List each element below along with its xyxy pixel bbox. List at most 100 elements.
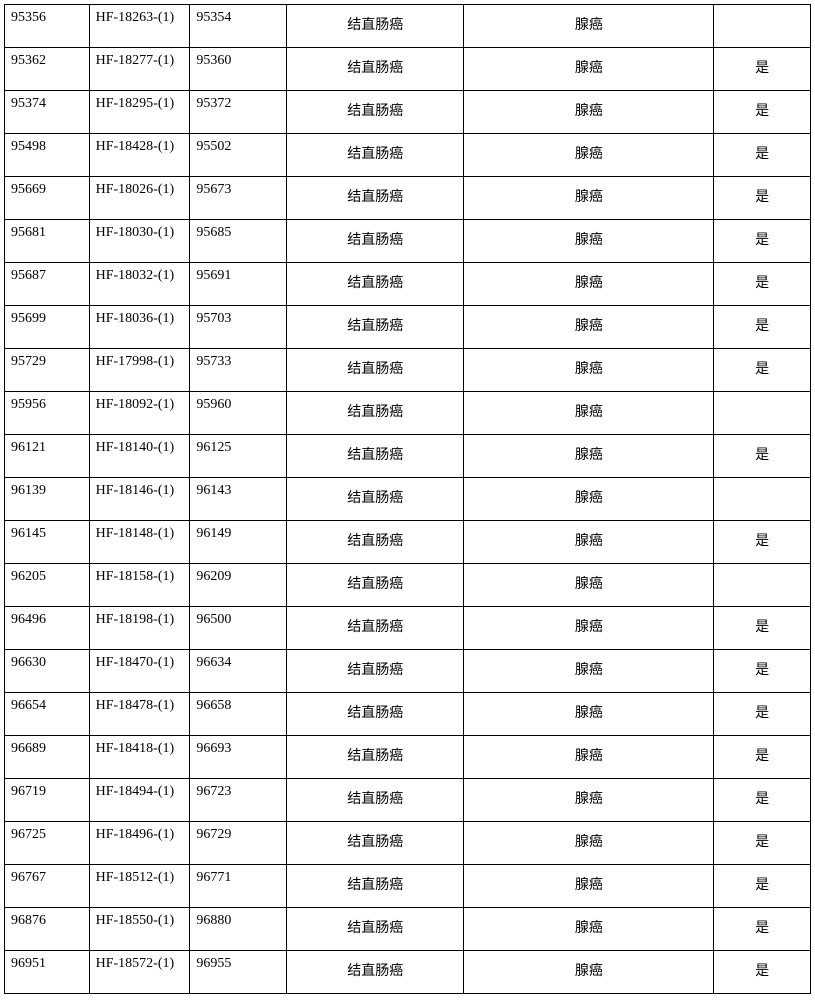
cell-type1: 结直肠癌	[287, 306, 464, 349]
cell-code: HF-18494-(1)	[89, 779, 190, 822]
table-row: 96689HF-18418-(1)96693结直肠癌腺癌是	[5, 736, 811, 779]
cell-type1: 结直肠癌	[287, 5, 464, 48]
cell-id1: 95687	[5, 263, 90, 306]
cell-flag	[714, 392, 811, 435]
cell-id2: 96955	[190, 951, 287, 994]
cell-id2: 95372	[190, 91, 287, 134]
cell-type2: 腺癌	[464, 951, 714, 994]
cell-type2: 腺癌	[464, 349, 714, 392]
cell-type2: 腺癌	[464, 177, 714, 220]
cell-id1: 96654	[5, 693, 90, 736]
cell-code: HF-18026-(1)	[89, 177, 190, 220]
cell-code: HF-18148-(1)	[89, 521, 190, 564]
cell-type2: 腺癌	[464, 650, 714, 693]
cell-flag: 是	[714, 435, 811, 478]
table-row: 95687HF-18032-(1)95691结直肠癌腺癌是	[5, 263, 811, 306]
cell-flag: 是	[714, 521, 811, 564]
cell-id2: 96143	[190, 478, 287, 521]
cell-id1: 95956	[5, 392, 90, 435]
cell-type1: 结直肠癌	[287, 564, 464, 607]
cell-flag: 是	[714, 349, 811, 392]
cell-flag: 是	[714, 177, 811, 220]
cell-type1: 结直肠癌	[287, 779, 464, 822]
cell-id1: 95699	[5, 306, 90, 349]
table-row: 96121HF-18140-(1)96125结直肠癌腺癌是	[5, 435, 811, 478]
cell-id1: 95356	[5, 5, 90, 48]
cell-code: HF-18470-(1)	[89, 650, 190, 693]
cell-type2: 腺癌	[464, 865, 714, 908]
cell-id2: 96729	[190, 822, 287, 865]
cell-id2: 96500	[190, 607, 287, 650]
cell-id2: 96771	[190, 865, 287, 908]
table-row: 96139HF-18146-(1)96143结直肠癌腺癌	[5, 478, 811, 521]
cell-type2: 腺癌	[464, 91, 714, 134]
cell-id2: 96634	[190, 650, 287, 693]
table-row: 95362HF-18277-(1)95360结直肠癌腺癌是	[5, 48, 811, 91]
cell-code: HF-18140-(1)	[89, 435, 190, 478]
cell-type1: 结直肠癌	[287, 263, 464, 306]
cell-id2: 96125	[190, 435, 287, 478]
cell-flag: 是	[714, 865, 811, 908]
cell-type1: 结直肠癌	[287, 349, 464, 392]
table-row: 96951HF-18572-(1)96955结直肠癌腺癌是	[5, 951, 811, 994]
cell-type2: 腺癌	[464, 306, 714, 349]
cell-id2: 95673	[190, 177, 287, 220]
cell-code: HF-18496-(1)	[89, 822, 190, 865]
cell-id1: 95362	[5, 48, 90, 91]
table-row: 95669HF-18026-(1)95673结直肠癌腺癌是	[5, 177, 811, 220]
cell-type1: 结直肠癌	[287, 693, 464, 736]
cell-code: HF-18478-(1)	[89, 693, 190, 736]
cell-type2: 腺癌	[464, 5, 714, 48]
cell-id1: 96121	[5, 435, 90, 478]
table-row: 95956HF-18092-(1)95960结直肠癌腺癌	[5, 392, 811, 435]
cell-flag: 是	[714, 263, 811, 306]
cell-id2: 95960	[190, 392, 287, 435]
cell-id2: 96149	[190, 521, 287, 564]
cell-type1: 结直肠癌	[287, 822, 464, 865]
cell-flag: 是	[714, 134, 811, 177]
cell-code: HF-18158-(1)	[89, 564, 190, 607]
cell-type1: 结直肠癌	[287, 908, 464, 951]
cell-id2: 95354	[190, 5, 287, 48]
cell-type2: 腺癌	[464, 263, 714, 306]
data-table: 95356HF-18263-(1)95354结直肠癌腺癌95362HF-1827…	[4, 4, 811, 994]
cell-code: HF-18032-(1)	[89, 263, 190, 306]
cell-type1: 结直肠癌	[287, 435, 464, 478]
cell-type2: 腺癌	[464, 822, 714, 865]
table-row: 96630HF-18470-(1)96634结直肠癌腺癌是	[5, 650, 811, 693]
cell-code: HF-18146-(1)	[89, 478, 190, 521]
cell-id1: 96139	[5, 478, 90, 521]
cell-code: HF-18428-(1)	[89, 134, 190, 177]
table-row: 95374HF-18295-(1)95372结直肠癌腺癌是	[5, 91, 811, 134]
cell-code: HF-18198-(1)	[89, 607, 190, 650]
cell-type1: 结直肠癌	[287, 220, 464, 263]
cell-id1: 96725	[5, 822, 90, 865]
cell-id1: 96205	[5, 564, 90, 607]
cell-id1: 95681	[5, 220, 90, 263]
cell-flag: 是	[714, 779, 811, 822]
cell-id1: 96145	[5, 521, 90, 564]
table-row: 96876HF-18550-(1)96880结直肠癌腺癌是	[5, 908, 811, 951]
cell-code: HF-18418-(1)	[89, 736, 190, 779]
table-row: 95729HF-17998-(1)95733结直肠癌腺癌是	[5, 349, 811, 392]
cell-id2: 95703	[190, 306, 287, 349]
cell-type1: 结直肠癌	[287, 177, 464, 220]
cell-id1: 96767	[5, 865, 90, 908]
cell-flag: 是	[714, 48, 811, 91]
cell-type2: 腺癌	[464, 779, 714, 822]
cell-id1: 95374	[5, 91, 90, 134]
cell-id1: 96876	[5, 908, 90, 951]
cell-code: HF-18036-(1)	[89, 306, 190, 349]
cell-type2: 腺癌	[464, 134, 714, 177]
cell-code: HF-18263-(1)	[89, 5, 190, 48]
table-row: 96719HF-18494-(1)96723结直肠癌腺癌是	[5, 779, 811, 822]
table-row: 95681HF-18030-(1)95685结直肠癌腺癌是	[5, 220, 811, 263]
cell-type2: 腺癌	[464, 478, 714, 521]
cell-type2: 腺癌	[464, 521, 714, 564]
cell-type1: 结直肠癌	[287, 865, 464, 908]
cell-flag	[714, 478, 811, 521]
cell-id2: 96880	[190, 908, 287, 951]
cell-id2: 96658	[190, 693, 287, 736]
cell-id1: 96496	[5, 607, 90, 650]
cell-type1: 结直肠癌	[287, 392, 464, 435]
